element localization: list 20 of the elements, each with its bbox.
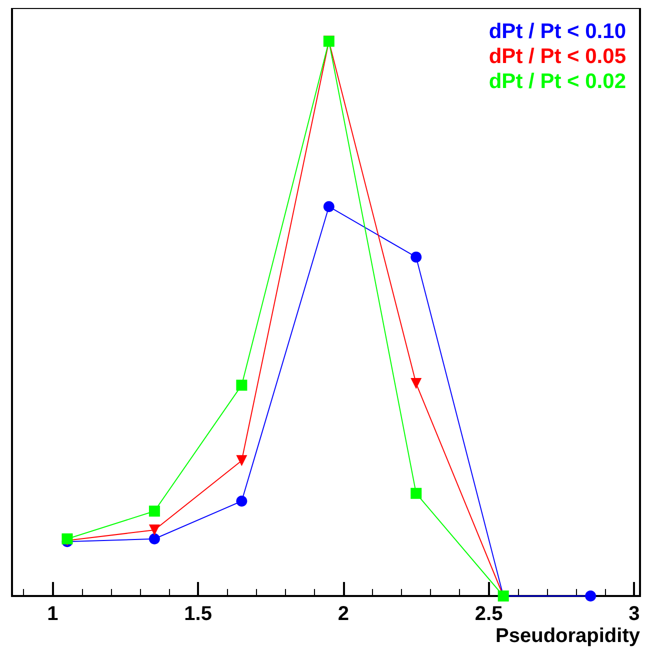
text: dPt / Pt < 0.05 bbox=[488, 45, 626, 68]
point bbox=[585, 590, 596, 602]
point bbox=[410, 252, 422, 263]
point bbox=[148, 506, 160, 517]
text: dPt / Pt < 0.10 bbox=[488, 20, 626, 43]
point bbox=[148, 524, 160, 536]
x-tick-label: 2.5 bbox=[474, 603, 503, 625]
x-tick-label: 1 bbox=[47, 603, 58, 625]
point bbox=[236, 380, 248, 391]
point bbox=[410, 378, 422, 390]
text: dPt / Pt < 0.02 bbox=[488, 70, 626, 93]
x-tick-label: 1.5 bbox=[184, 603, 212, 625]
x-tick-label: 3 bbox=[628, 603, 640, 625]
point bbox=[148, 533, 160, 544]
point bbox=[410, 488, 422, 499]
x-tick-label: 2 bbox=[338, 603, 350, 625]
point bbox=[236, 455, 248, 466]
x-axis-title: Pseudorapidity bbox=[496, 625, 641, 647]
point bbox=[323, 201, 334, 212]
point bbox=[236, 496, 248, 507]
